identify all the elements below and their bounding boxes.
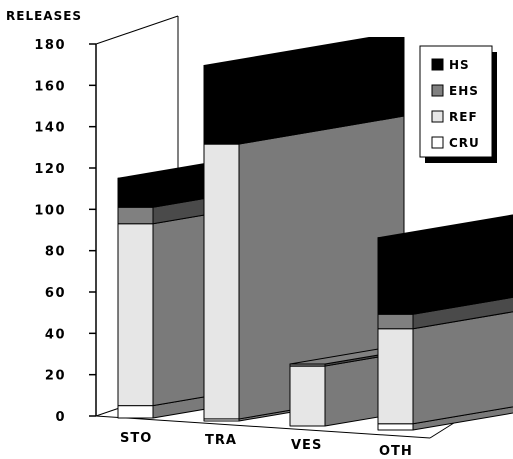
bar-oth-cru-front	[377, 423, 414, 431]
legend-swatch-ref	[431, 110, 444, 123]
category-label-ves: VES	[291, 438, 322, 453]
bar-ves-ref-front	[289, 365, 326, 427]
category-label-sto: STO	[120, 431, 152, 446]
bar-tra-ref-front	[203, 143, 240, 420]
bar-oth-ehs-side	[412, 296, 513, 330]
y-tick-label: 40	[45, 327, 66, 342]
bar-sto-ref-front	[117, 223, 154, 407]
bar-oth-cru-side	[412, 406, 513, 431]
y-tick-label: 80	[45, 245, 66, 260]
y-tick-label: 20	[45, 369, 66, 384]
y-tick-label: 0	[55, 410, 66, 425]
floor-front-edge	[95, 415, 431, 439]
y-tick-label: 160	[34, 79, 66, 94]
y-tick-label: 120	[34, 162, 66, 177]
bar-sto-hs-front	[117, 177, 154, 208]
bar-oth-top	[377, 214, 513, 239]
y-tick-label: 140	[34, 121, 66, 136]
bar-oth-ehs-front	[377, 313, 414, 330]
bar-tra-top	[203, 37, 405, 67]
legend-swatch-hs	[431, 58, 444, 71]
back-wall-top-edge	[95, 15, 179, 45]
legend-label-cru: CRU	[449, 136, 480, 150]
bar-group-oth	[377, 214, 513, 431]
x-axis-categories: STO TRA VES OTH	[120, 431, 413, 459]
y-tick-label: 60	[45, 286, 66, 301]
legend-label-ehs: EHS	[449, 84, 479, 98]
bar-sto-ehs-front	[117, 206, 154, 225]
bar-tra-hs-front	[203, 65, 240, 145]
legend-swatch-cru	[431, 136, 444, 149]
category-label-tra: TRA	[205, 433, 237, 448]
bar-oth-hs-front	[377, 237, 414, 315]
category-label-oth: OTH	[379, 444, 413, 459]
legend-label-ref: REF	[449, 110, 478, 124]
bar-oth-hs-side	[412, 220, 513, 315]
legend-swatch-ehs	[431, 84, 444, 97]
y-tick-label: 180	[34, 38, 66, 53]
bar-sto-cru-front	[117, 405, 154, 419]
y-axis: 0 20 40 60 80 100 120 140 160 180	[34, 38, 97, 425]
bars	[117, 37, 513, 431]
legend-label-hs: HS	[449, 58, 470, 72]
bar-oth-ref-front	[377, 328, 414, 425]
y-tick-label: 100	[34, 203, 66, 218]
legend: HS EHS REF CRU	[419, 45, 497, 163]
bar-oth-ref-side	[412, 311, 513, 425]
y-axis-label: RELEASES	[6, 9, 82, 23]
